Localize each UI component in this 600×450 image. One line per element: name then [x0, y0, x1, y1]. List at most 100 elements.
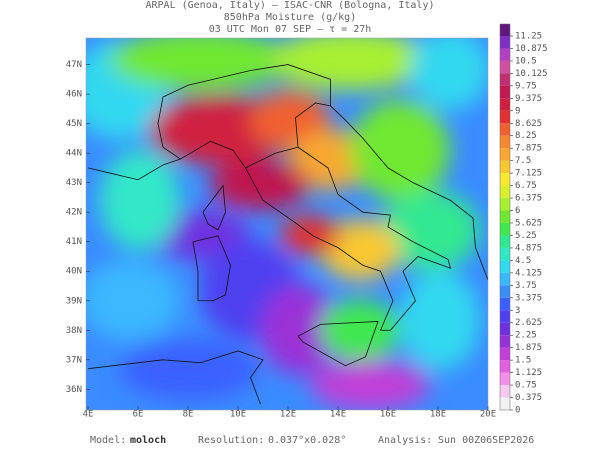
colorbar-tick-label: 8.625: [515, 119, 542, 129]
colorbar-segment: [500, 173, 510, 186]
colorbar-segment: [500, 160, 510, 174]
colorbar-tick-label: 6.375: [515, 194, 542, 204]
colorbar-segment: [500, 272, 510, 286]
lon-tick-label: 8E: [183, 410, 194, 420]
colorbar-tick-label: 7.125: [515, 169, 542, 179]
colorbar-segment: [500, 185, 510, 199]
colorbar-segment: [500, 48, 510, 61]
colorbar-tick-label: 11.25: [515, 32, 542, 42]
colorbar-segment: [500, 260, 510, 273]
moisture-field: [86, 38, 488, 410]
header-line: ARPAL (Genoa, Italy) — ISAC-CNR (Bologna…: [146, 0, 435, 11]
lat-tick-label: 36N: [66, 385, 82, 395]
coastline: [245, 146, 299, 169]
colorbar-tick-label: 4.125: [515, 268, 542, 278]
lat-tick-label: 38N: [66, 326, 82, 336]
colorbar-segment: [500, 347, 510, 361]
lon-tick-label: 18E: [430, 410, 446, 420]
colorbar-tick-label: 9: [515, 106, 520, 116]
colorbar-tick-label: 10.875: [515, 44, 548, 54]
colorbar-segment: [500, 148, 510, 161]
map-frame: [85, 37, 489, 411]
colorbar-segment: [500, 123, 510, 136]
colorbar-segment: [500, 85, 510, 99]
colorbar-segment: [500, 73, 510, 86]
colorbar-tick-label: 3.375: [515, 293, 542, 303]
colorbar-tick-label: 9.75: [515, 81, 537, 91]
colorbar-segment: [500, 247, 510, 261]
coastline: [87, 102, 488, 331]
coastline: [192, 235, 231, 302]
colorbar-tick-label: 2.625: [515, 318, 542, 328]
colorbar-segment: [500, 285, 510, 298]
colorbar-tick-label: 6: [515, 206, 520, 216]
colorbar-segment: [500, 297, 510, 311]
coastline: [157, 64, 331, 160]
colorbar-tick-label: 2.25: [515, 331, 537, 341]
header-line: 850hPa Moisture (g/kg): [224, 12, 356, 23]
coastlines: [87, 64, 488, 405]
colorbar-tick-label: 1.875: [515, 343, 542, 353]
colorbar-segment: [500, 60, 510, 74]
map-axes: 4E 6E 8E 10E 12E 14E 16E 18E 20E 36N 37N 38N 39N 40N 4…: [66, 60, 496, 419]
colorbar-segment: [500, 372, 510, 386]
footer-label: Model:: [90, 435, 126, 446]
lon-tick-label: 14E: [330, 410, 346, 420]
colorbar-tick-label: 5.625: [515, 219, 542, 229]
colorbar-tick-label: 0.75: [515, 381, 537, 391]
colorbar-tick-label: 1.5: [515, 356, 531, 366]
lon-tick-label: 10E: [230, 410, 246, 420]
lon-tick-label: 20E: [480, 410, 496, 420]
lat-tick-label: 47N: [66, 60, 82, 70]
footer-value: moloch: [130, 435, 166, 446]
colorbar-tick-label: 3: [515, 306, 520, 316]
colorbar-tick-label: 8.25: [515, 131, 537, 141]
lat-tick-label: 42N: [66, 208, 82, 218]
colorbar-tick-label: 10.5: [515, 56, 537, 66]
colorbar-segment: [500, 335, 510, 348]
colorbar-tick-label: 5.25: [515, 231, 537, 241]
colorbar-tick-label: 7.5: [515, 156, 531, 166]
header-line: 03 UTC Mon 07 SEP — τ = 27h: [209, 24, 372, 35]
footer-label: Analysis:: [378, 435, 432, 446]
colorbar-segment: [500, 210, 510, 223]
colorbar-segment: [500, 310, 510, 323]
lat-tick-label: 45N: [66, 119, 82, 129]
colorbar-tick-label: 0.375: [515, 393, 542, 403]
colorbar-segment: [500, 135, 510, 149]
coastline: [202, 184, 226, 231]
footer-label: Resolution:: [198, 435, 264, 446]
colorbar-segment: [500, 397, 510, 410]
lat-tick-label: 37N: [66, 355, 82, 365]
footer-value: 0.037°x0.028°: [268, 435, 346, 446]
lat-tick-label: 43N: [66, 178, 82, 188]
colorbar-frame: [499, 23, 511, 411]
colorbar-segment: [500, 385, 510, 398]
colorbar-tick-label: 3.75: [515, 281, 537, 291]
colorbar-segment: [500, 110, 510, 124]
colorbar-tick-label: 1.125: [515, 368, 542, 378]
colorbar-segment: [500, 223, 510, 236]
colorbar-tick-label: 4.5: [515, 256, 531, 266]
lat-tick-label: 44N: [66, 149, 82, 159]
lat-tick-label: 39N: [66, 296, 82, 306]
colorbar-segment: [500, 235, 510, 248]
colorbar-tick-label: 10.125: [515, 69, 548, 79]
colorbar-tick-label: 0: [515, 406, 520, 416]
coastline: [297, 320, 379, 367]
colorbar-segment: [500, 360, 510, 373]
colorbar-tick-label: 9.375: [515, 94, 542, 104]
lon-tick-label: 16E: [380, 410, 396, 420]
colorbar-segment: [500, 98, 510, 111]
lat-tick-label: 41N: [66, 237, 82, 247]
colorbar-segment: [500, 24, 510, 36]
colorbar: 0 0.375 0.75 1.125 1.5 1.875 2.25 2.625 3 3.375 3.…: [499, 23, 548, 416]
lon-tick-label: 12E: [280, 410, 296, 420]
footer-value: Sun 00Z06SEP2026: [438, 435, 534, 446]
colorbar-segment: [500, 36, 510, 49]
colorbar-tick-label: 6.75: [515, 181, 537, 191]
colorbar-tick-label: 7.875: [515, 144, 542, 154]
lon-tick-label: 6E: [133, 410, 144, 420]
